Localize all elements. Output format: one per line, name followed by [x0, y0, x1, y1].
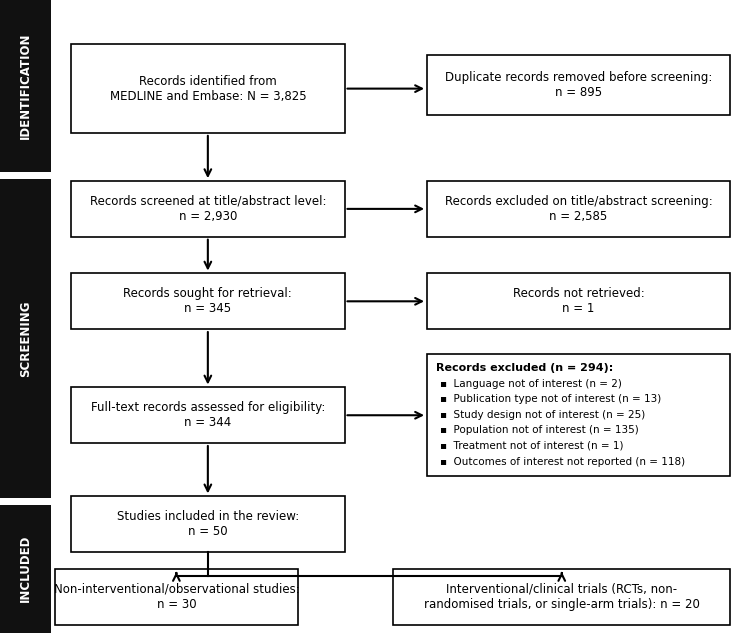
Text: Records excluded (n = 294):: Records excluded (n = 294):: [436, 363, 613, 373]
Bar: [71, 496, 345, 552]
Text: ▪  Outcomes of interest not reported (n = 118): ▪ Outcomes of interest not reported (n =…: [440, 456, 685, 467]
Bar: [71, 273, 345, 329]
Text: Records screened at title/abstract level:
n = 2,930: Records screened at title/abstract level…: [90, 195, 326, 223]
Bar: [71, 44, 345, 133]
Text: Records not retrieved:
n = 1: Records not retrieved: n = 1: [513, 287, 644, 315]
Bar: [427, 55, 730, 115]
Text: Records identified from
MEDLINE and Embase: N = 3,825: Records identified from MEDLINE and Emba…: [109, 75, 306, 103]
Text: Interventional/clinical trials (RCTs, non-
randomised trials, or single-arm tria: Interventional/clinical trials (RCTs, no…: [424, 583, 700, 611]
Text: SCREENING: SCREENING: [19, 300, 32, 377]
Text: Records excluded on title/abstract screening:
n = 2,585: Records excluded on title/abstract scree…: [445, 195, 712, 223]
Text: IDENTIFICATION: IDENTIFICATION: [19, 33, 32, 139]
Bar: [427, 181, 730, 237]
Text: ▪  Treatment not of interest (n = 1): ▪ Treatment not of interest (n = 1): [440, 441, 624, 451]
Bar: [0, 505, 51, 633]
Bar: [0, 0, 51, 172]
Text: INCLUDED: INCLUDED: [19, 535, 32, 603]
Text: Duplicate records removed before screening:
n = 895: Duplicate records removed before screeni…: [445, 71, 712, 99]
Bar: [393, 569, 730, 625]
Text: Non-interventional/observational studies:
n = 30: Non-interventional/observational studies…: [53, 583, 300, 611]
Text: Records sought for retrieval:
n = 345: Records sought for retrieval: n = 345: [124, 287, 292, 315]
Text: Full-text records assessed for eligibility:
n = 344: Full-text records assessed for eligibili…: [91, 401, 325, 429]
Bar: [427, 273, 730, 329]
Text: Studies included in the review:
n = 50: Studies included in the review: n = 50: [117, 510, 299, 538]
Bar: [71, 387, 345, 443]
Bar: [55, 569, 298, 625]
Bar: [71, 181, 345, 237]
Text: ▪  Study design not of interest (n = 25): ▪ Study design not of interest (n = 25): [440, 410, 646, 420]
Text: ▪  Publication type not of interest (n = 13): ▪ Publication type not of interest (n = …: [440, 394, 661, 404]
Bar: [0, 179, 51, 498]
Text: ▪  Population not of interest (n = 135): ▪ Population not of interest (n = 135): [440, 425, 639, 436]
Bar: [427, 354, 730, 476]
Text: ▪  Language not of interest (n = 2): ▪ Language not of interest (n = 2): [440, 379, 622, 389]
